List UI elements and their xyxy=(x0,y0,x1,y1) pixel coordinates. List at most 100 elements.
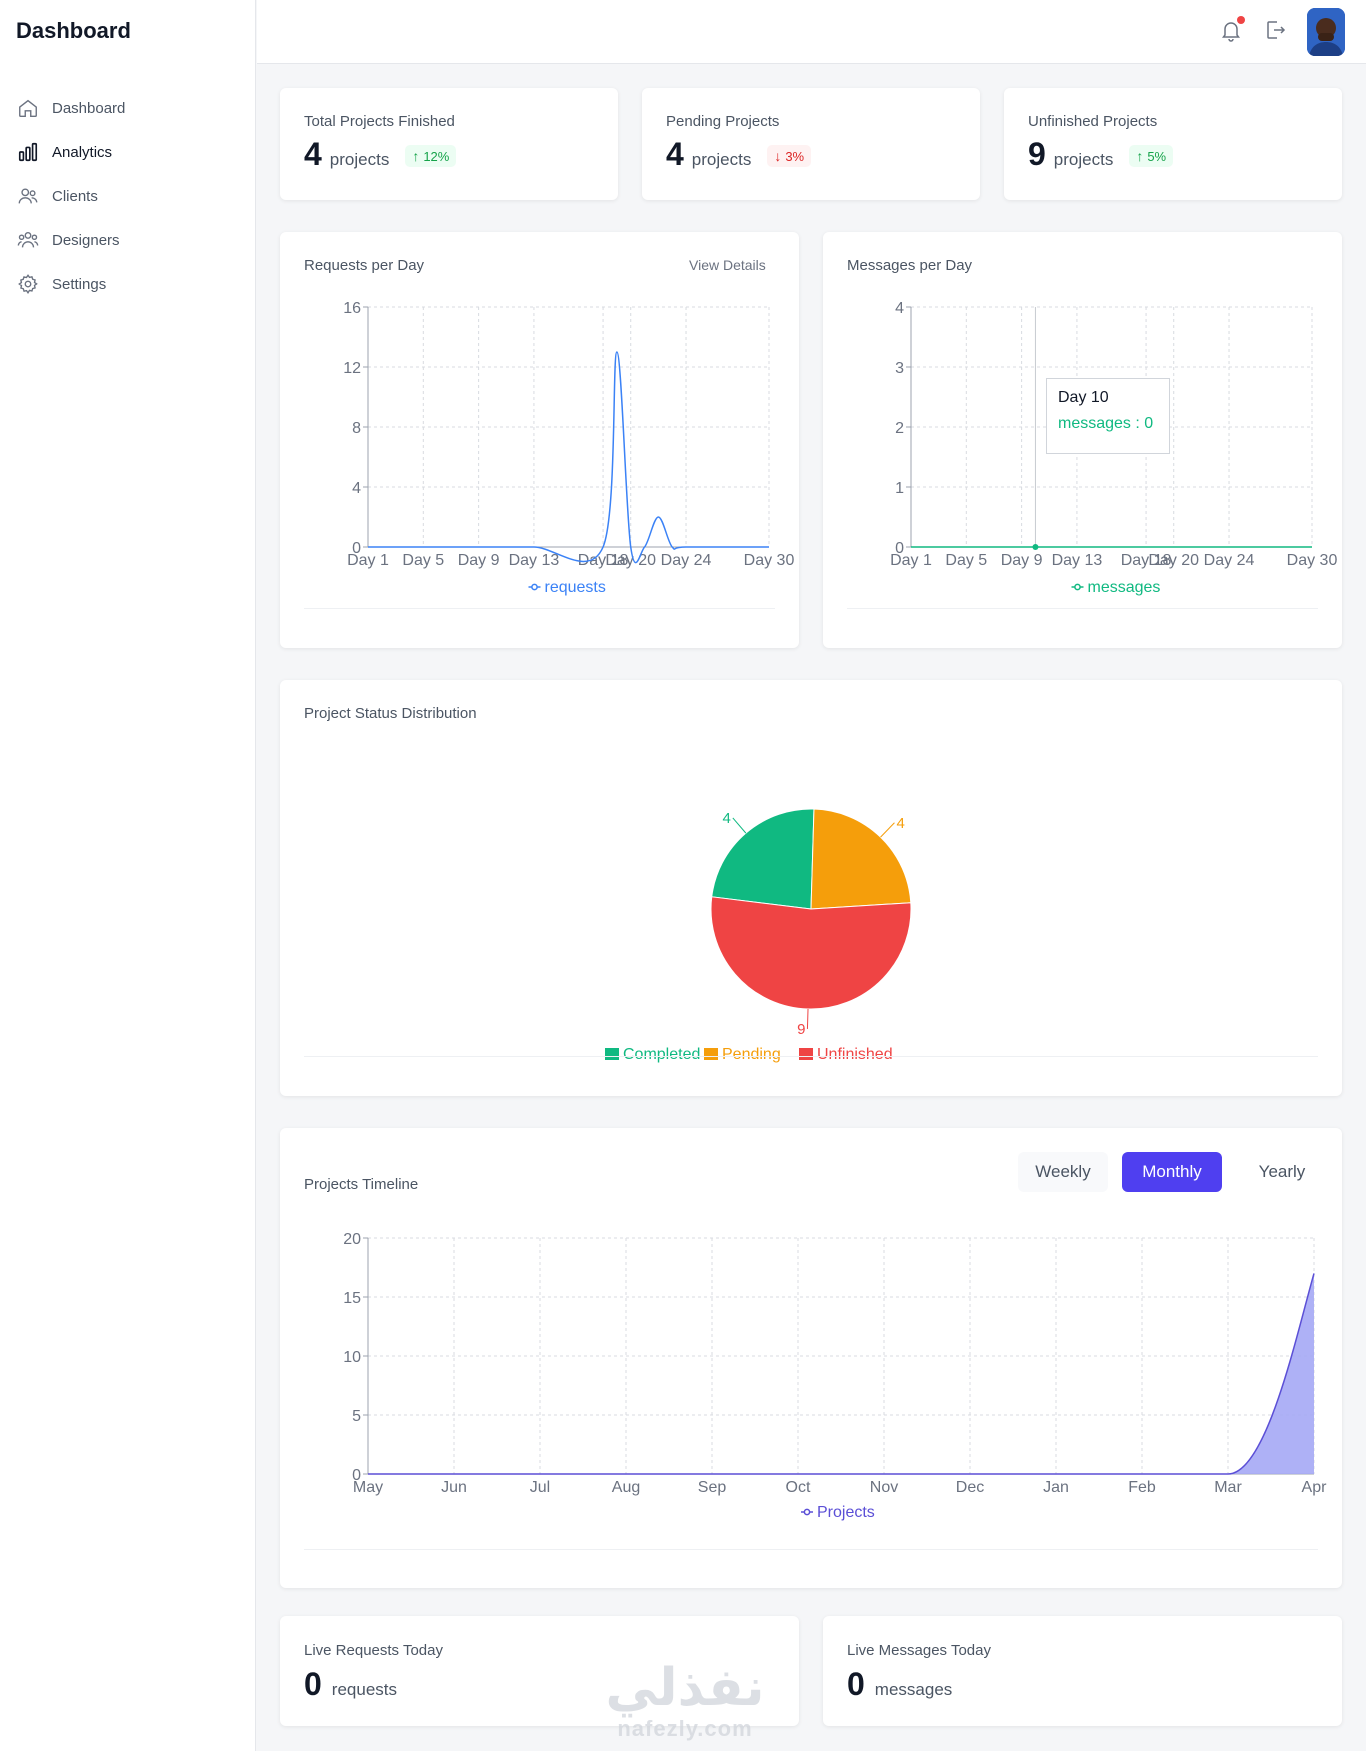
sidebar-item-designers[interactable]: Designers xyxy=(16,218,240,262)
change-value: 3% xyxy=(785,148,805,164)
tooltip-title: Day 10 xyxy=(1058,389,1109,406)
live-value-line: 0 requests xyxy=(304,1666,397,1703)
avatar[interactable] xyxy=(1307,8,1345,56)
slice-label-line xyxy=(880,822,895,838)
legend-swatch xyxy=(605,1048,619,1060)
tab-yearly[interactable]: Yearly xyxy=(1258,1162,1306,1181)
x-tick-label: Feb xyxy=(1128,1479,1156,1496)
bell-icon[interactable] xyxy=(1219,16,1245,44)
arrow-up-icon: ↑ xyxy=(412,148,420,164)
change-value: 12% xyxy=(423,148,450,164)
x-tick-label: Day 18 xyxy=(1121,552,1172,569)
stat-title: Total Projects Finished xyxy=(304,113,455,130)
y-tick-label: 15 xyxy=(343,1290,361,1307)
legend-marker xyxy=(531,583,538,591)
stat-value: 4 xyxy=(666,136,684,172)
view-details-link[interactable]: View Details xyxy=(689,257,766,273)
watermark-latin: nafezly.com xyxy=(617,1716,753,1741)
x-tick-label: Day 5 xyxy=(402,552,444,569)
x-tick-label: Day 20 xyxy=(1148,552,1199,569)
legend-label: messages xyxy=(1088,579,1161,596)
sidebar-item-clients[interactable]: Clients xyxy=(16,174,240,218)
card-title: Requests per Day xyxy=(304,257,425,274)
x-tick-label: Jun xyxy=(441,1479,467,1496)
sidebar-nav: Dashboard Analytics Clients Designers Se… xyxy=(16,86,240,306)
status-pie-chart: 4 4 9 Completed Pending Unfinished xyxy=(605,808,912,1063)
x-tick-label: Nov xyxy=(870,1479,898,1496)
sidebar-item-label: Clients xyxy=(52,187,98,205)
stat-title: Pending Projects xyxy=(666,113,780,130)
tab-weekly[interactable]: Weekly xyxy=(1018,1152,1108,1192)
stat-title: Unfinished Projects xyxy=(1028,113,1158,130)
sidebar-item-dashboard[interactable]: Dashboard xyxy=(16,86,240,130)
x-tick-label: Day 13 xyxy=(1052,552,1103,569)
x-tick-label: Day 20 xyxy=(605,552,656,569)
x-tick-label: Aug xyxy=(612,1479,640,1496)
legend-label: Completed xyxy=(623,1046,700,1063)
stat-value-line: 4 projects ↑ 12% xyxy=(304,136,457,173)
slice-label: 9 xyxy=(797,1021,805,1038)
stat-card-pending: Pending Projects 4 projects ↓ 3% xyxy=(642,88,980,200)
x-tick-label: Sep xyxy=(698,1479,727,1496)
x-tick-label: Day 24 xyxy=(1204,552,1255,569)
y-tick-label: 3 xyxy=(895,360,904,377)
legend-label: Unfinished xyxy=(817,1046,893,1063)
y-tick-label: 0 xyxy=(352,1467,361,1484)
live-value-line: 0 messages xyxy=(847,1666,952,1703)
messages-chart-card: Messages per Day 0 1 2 3 4 Day 1 Day 5 Day 9 Day… xyxy=(823,232,1342,648)
y-tick-label: 8 xyxy=(352,420,361,437)
stat-card-unfinished: Unfinished Projects 9 projects ↑ 5% xyxy=(1004,88,1342,200)
group-icon xyxy=(16,228,40,252)
y-tick-label: 0 xyxy=(895,540,904,557)
card-title: Live Messages Today xyxy=(847,1642,991,1659)
x-tick-label: Mar xyxy=(1214,1479,1242,1496)
y-tick-label: 1 xyxy=(895,480,904,497)
slice-label-line xyxy=(732,817,747,834)
card-title: Live Requests Today xyxy=(304,1642,443,1659)
watermark-arabic: نفذلي xyxy=(605,1658,765,1718)
series-line xyxy=(368,1273,1315,1475)
sidebar-item-settings[interactable]: Settings xyxy=(16,262,240,306)
stat-unit: projects xyxy=(329,150,390,169)
stat-value-line: 4 projects ↓ 3% xyxy=(666,136,812,173)
sidebar-item-analytics[interactable]: Analytics xyxy=(16,130,240,174)
stat-unit: projects xyxy=(691,150,752,169)
brand-title: Dashboard xyxy=(16,18,131,43)
y-tick-label: 4 xyxy=(895,300,904,317)
x-tick-label: Jul xyxy=(530,1479,550,1496)
stat-value: 9 xyxy=(1028,136,1046,172)
x-tick-label: Day 18 xyxy=(578,552,629,569)
timeline-chart: 0 5 10 15 20 May Jun Jul Aug Sep Oct Nov Dec Jan Feb Ma… xyxy=(343,1231,1328,1521)
sidebar-item-label: Settings xyxy=(52,275,107,293)
change-value: 5% xyxy=(1147,148,1167,164)
change-badge: ↑ 12% xyxy=(405,145,457,167)
live-unit: messages xyxy=(874,1680,953,1699)
y-tick-label: 0 xyxy=(352,540,361,557)
x-tick-label: Oct xyxy=(786,1479,811,1496)
tab-monthly[interactable]: Monthly xyxy=(1122,1152,1222,1192)
x-tick-label: Apr xyxy=(1302,1479,1328,1496)
card-title: Projects Timeline xyxy=(304,1176,419,1193)
logout-icon[interactable] xyxy=(1263,18,1289,44)
y-tick-label: 5 xyxy=(352,1408,361,1425)
card-divider xyxy=(304,1056,1318,1057)
arrow-up-icon: ↑ xyxy=(1136,148,1144,164)
x-tick-label: Day 9 xyxy=(458,552,500,569)
card-title: Messages per Day xyxy=(847,257,973,274)
slice-label: 4 xyxy=(722,810,730,827)
watermark: نفذلي nafezly.com xyxy=(600,1660,770,1750)
x-tick-label: Jan xyxy=(1043,1479,1069,1496)
stat-value-line: 9 projects ↑ 5% xyxy=(1028,136,1174,173)
series-line xyxy=(367,351,769,564)
stat-unit: projects xyxy=(1053,150,1114,169)
x-tick-label: Day 1 xyxy=(890,552,932,569)
users-icon xyxy=(16,184,40,208)
x-tick-label: Dec xyxy=(956,1479,984,1496)
sidebar-item-label: Analytics xyxy=(52,143,113,161)
gear-icon xyxy=(16,272,40,296)
x-tick-label: Day 9 xyxy=(1001,552,1043,569)
card-divider xyxy=(847,608,1318,609)
x-tick-label: Day 30 xyxy=(1287,552,1338,569)
legend-label: requests xyxy=(545,579,606,596)
